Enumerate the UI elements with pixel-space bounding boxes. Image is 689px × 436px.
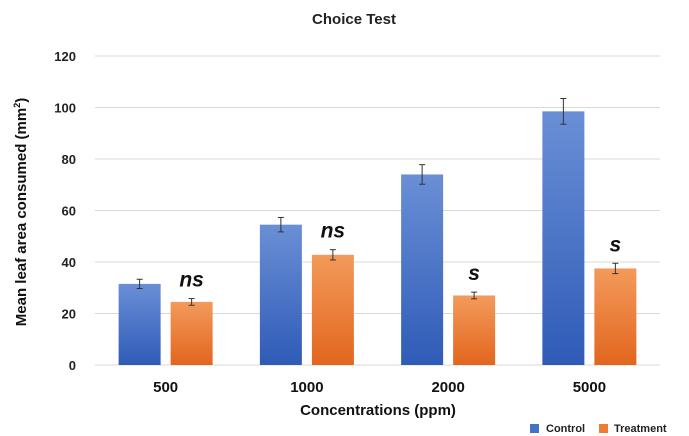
y-tick-label: 0 bbox=[69, 358, 76, 373]
x-axis-ticks: 500 1000 2000 5000 bbox=[153, 379, 606, 396]
x-tick-label: 5000 bbox=[573, 379, 606, 396]
bar-treatment bbox=[311, 254, 354, 365]
error-bar bbox=[136, 278, 143, 290]
error-bar bbox=[612, 262, 619, 275]
y-axis-title: Mean leaf area consumed (mm2) bbox=[12, 98, 30, 326]
y-tick-label: 20 bbox=[62, 307, 76, 322]
bar-treatment bbox=[453, 295, 496, 365]
significance-label: s bbox=[468, 262, 480, 285]
y-tick-label: 100 bbox=[54, 101, 76, 116]
significance-labels: ns ns s s bbox=[179, 220, 621, 292]
error-bar bbox=[329, 249, 336, 261]
error-bar bbox=[188, 298, 195, 306]
x-axis-title: Concentrations (ppm) bbox=[300, 402, 456, 419]
bar-control bbox=[401, 174, 444, 365]
y-axis-title-end: ) bbox=[13, 98, 30, 103]
significance-label: ns bbox=[179, 269, 204, 292]
x-tick-label: 1000 bbox=[290, 379, 323, 396]
y-tick-label: 60 bbox=[62, 204, 76, 219]
legend: Control Treatment bbox=[530, 423, 667, 435]
significance-label: ns bbox=[321, 220, 346, 243]
y-axis-title-main: Mean leaf area consumed (mm bbox=[13, 108, 30, 326]
error-bar bbox=[419, 164, 426, 185]
bars bbox=[118, 111, 637, 365]
y-axis-title-superscript: 2 bbox=[12, 103, 22, 108]
bar-treatment bbox=[594, 268, 637, 365]
bar-control bbox=[542, 111, 585, 365]
error-bars bbox=[136, 97, 619, 306]
legend-label-control: Control bbox=[546, 423, 585, 435]
x-tick-label: 2000 bbox=[431, 379, 464, 396]
bar-control bbox=[118, 283, 161, 365]
bar-control bbox=[259, 224, 302, 365]
error-bar bbox=[471, 291, 478, 300]
error-bar bbox=[560, 97, 567, 125]
x-tick-label: 500 bbox=[153, 379, 178, 396]
y-tick-label: 120 bbox=[54, 49, 76, 64]
legend-swatch-control bbox=[530, 424, 539, 433]
significance-label: s bbox=[610, 233, 622, 256]
y-tick-label: 40 bbox=[62, 255, 76, 270]
error-bar bbox=[277, 216, 284, 233]
legend-swatch-treatment bbox=[599, 424, 608, 433]
y-axis-ticks: 0 20 40 60 80 100 120 bbox=[54, 49, 76, 373]
legend-label-treatment: Treatment bbox=[614, 423, 667, 435]
y-tick-label: 80 bbox=[62, 152, 76, 167]
chart-title: Choice Test bbox=[312, 11, 396, 28]
bar-treatment bbox=[170, 301, 213, 365]
